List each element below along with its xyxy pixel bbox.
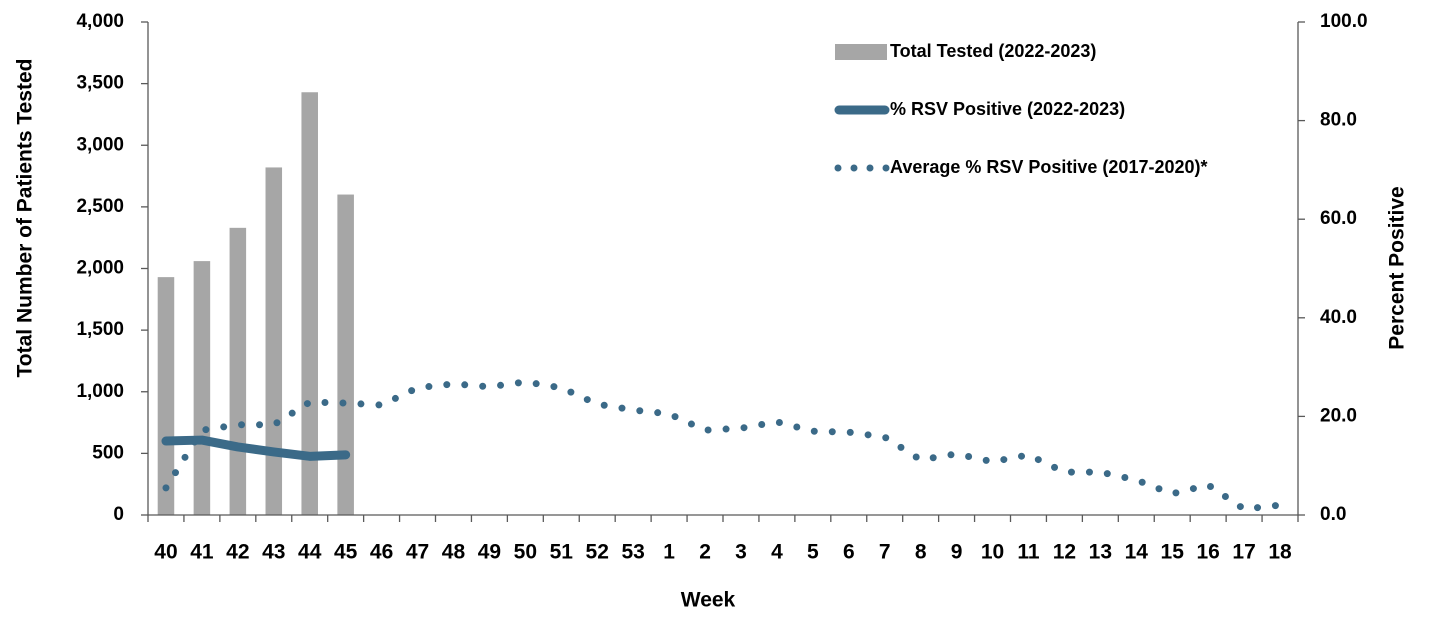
y2-tick-label: 0.0 [1320,504,1346,525]
bar [193,261,211,515]
y-tick-label: 3,500 [76,73,124,94]
y-axis-title: Total Number of Patients Tested [14,59,37,378]
x-tick-label: 43 [262,541,285,564]
x-tick-label: 46 [370,541,393,564]
x-tick-label: 18 [1268,541,1292,564]
x-tick-label: 9 [951,541,963,564]
legend-label: Average % RSV Positive (2017-2020)* [890,157,1208,177]
x-tick-label: 42 [226,541,249,564]
x-tick-label: 6 [843,541,855,564]
bar [229,227,247,515]
x-axis-title: Week [681,589,736,612]
x-tick-label: 15 [1161,541,1185,564]
y-tick-label: 2,000 [76,258,124,279]
y-tick-label: 0 [113,504,124,525]
bar [265,167,283,515]
x-tick-label: 10 [981,541,1004,564]
x-tick-label: 47 [406,541,429,564]
average-line [162,378,1284,513]
x-tick-label: 45 [334,541,358,564]
x-tick-label: 1 [663,541,675,564]
y2-tick-label: 20.0 [1320,405,1357,426]
x-tick-label: 50 [514,541,537,564]
bar [337,194,354,516]
legend-label: Total Tested (2022-2023) [890,41,1096,61]
y-tick-label: 2,500 [76,196,124,217]
x-tick-label: 44 [298,541,322,564]
x-tick-label: 2 [699,541,711,564]
y2-tick-label: 40.0 [1320,307,1357,328]
y-tick-label: 1,000 [76,381,124,402]
x-tick-label: 53 [621,541,644,564]
x-tick-label: 7 [879,541,891,564]
bar [157,277,175,515]
x-tick-label: 41 [190,541,214,564]
x-tick-label: 52 [586,541,609,564]
y-tick-label: 4,000 [76,11,124,32]
y2-axis-title: Percent Positive [1386,186,1409,349]
x-tick-label: 48 [442,541,466,564]
y2-tick-label: 100.0 [1320,11,1368,32]
x-tick-label: 16 [1196,541,1219,564]
x-tick-label: 14 [1125,541,1149,564]
x-tick-label: 51 [550,541,574,564]
x-tick-label: 5 [807,541,819,564]
x-tick-label: 4 [771,541,783,564]
x-tick-label: 11 [1017,541,1040,564]
bar [301,92,318,515]
x-tick-label: 13 [1089,541,1112,564]
legend-label: % RSV Positive (2022-2023) [890,99,1125,119]
y-tick-label: 3,000 [76,134,124,155]
x-tick-label: 40 [154,541,177,564]
x-tick-label: 49 [478,541,501,564]
y-tick-label: 500 [92,442,124,463]
x-tick-label: 12 [1053,541,1076,564]
x-tick-label: 17 [1232,541,1255,564]
x-tick-label: 8 [915,541,927,564]
y-tick-label: 1,500 [76,319,124,340]
x-tick-label: 3 [735,541,747,564]
y2-tick-label: 60.0 [1320,208,1357,229]
legend-swatch [835,44,887,60]
y2-tick-label: 80.0 [1320,110,1357,131]
